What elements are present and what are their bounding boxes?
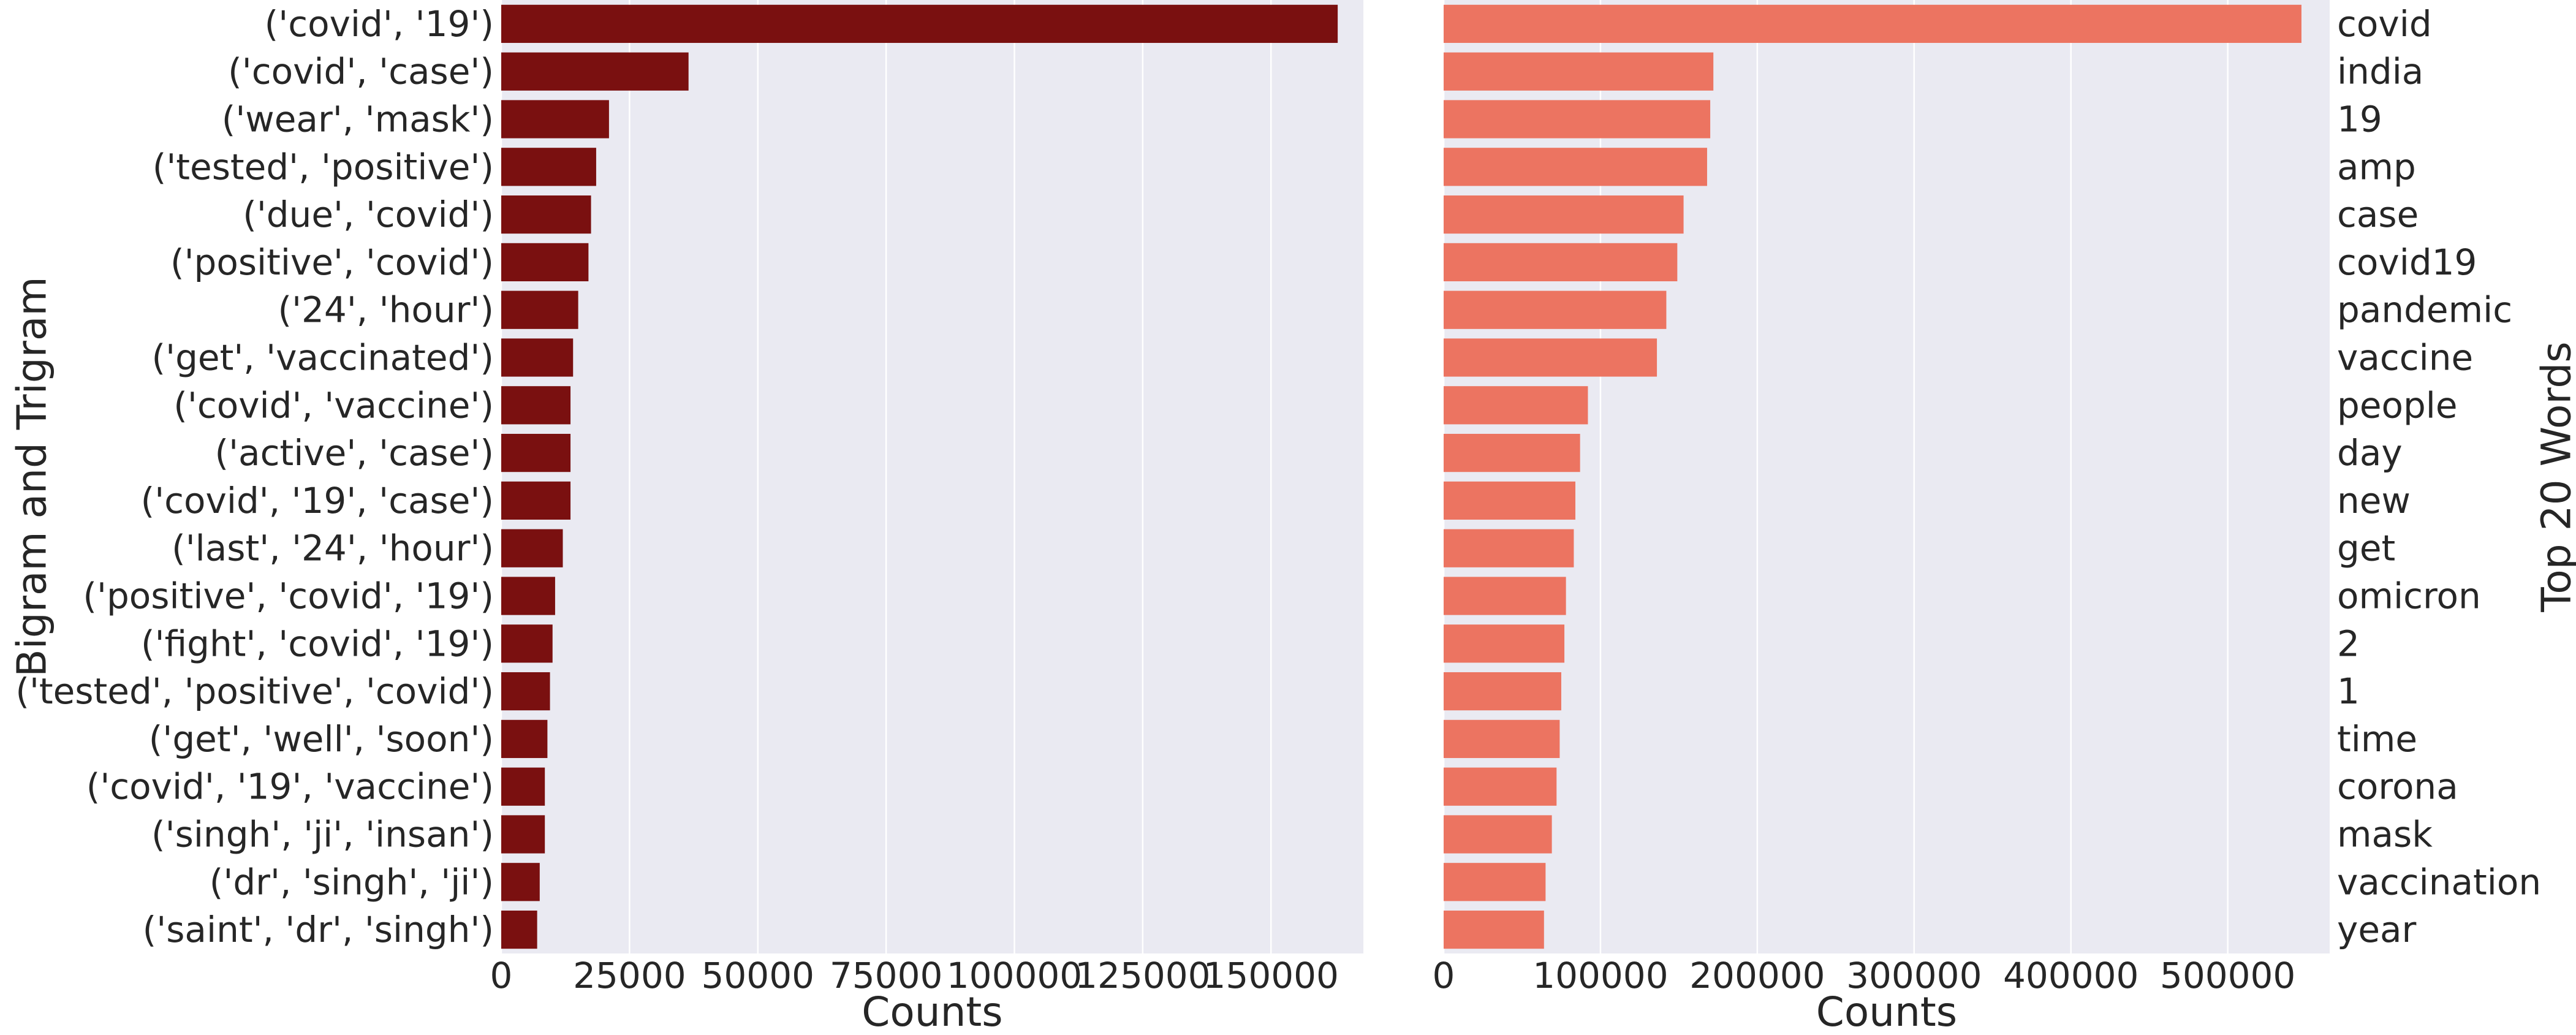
chart2-bar-10 — [1444, 434, 1580, 472]
chart1-bar-12 — [501, 529, 563, 567]
chart1-category-label-8: ('get', 'vaccinated') — [152, 337, 494, 379]
chart1-bar-4 — [501, 148, 596, 186]
chart2-category-label-8: vaccine — [2337, 337, 2473, 379]
chart2-x-tick-label-5: 500000 — [2160, 955, 2295, 996]
chart2-category-label-20: year — [2337, 909, 2417, 950]
chart2-bar-15 — [1444, 672, 1561, 710]
chart2-category-label-19: vaccination — [2337, 861, 2541, 903]
chart1-category-label-12: ('last', '24', 'hour') — [172, 528, 494, 569]
chart1-category-label-19: ('dr', 'singh', 'ji') — [210, 861, 494, 903]
chart1-category-label-20: ('saint', 'dr', 'singh') — [143, 909, 494, 950]
chart2-category-label-16: time — [2337, 718, 2417, 760]
chart2-category-label-6: covid19 — [2337, 241, 2477, 283]
chart2-bar-13 — [1444, 577, 1566, 615]
chart2-y-axis-label: Top 20 Words — [2533, 341, 2576, 612]
chart2-category-label-18: mask — [2337, 814, 2433, 855]
chart1-category-label-18: ('singh', 'ji', 'insan') — [151, 814, 494, 855]
chart1-category-label-2: ('covid', 'case') — [228, 51, 494, 93]
chart1-category-label-13: ('positive', 'covid', '19') — [83, 575, 494, 617]
chart2-bar-12 — [1444, 529, 1574, 567]
chart2-bar-11 — [1444, 482, 1575, 520]
chart2-category-label-13: omicron — [2337, 575, 2481, 617]
chart2-x-tick-label-0: 0 — [1433, 955, 1455, 996]
chart1-bar-3 — [501, 100, 609, 138]
chart1-bar-9 — [501, 386, 570, 424]
chart2-category-label-15: 1 — [2337, 670, 2360, 712]
chart1-bar-13 — [501, 577, 555, 615]
chart2-bar-2 — [1444, 53, 1713, 91]
chart2-bar-1 — [1444, 5, 2301, 43]
chart1-bar-18 — [501, 815, 545, 853]
chart1-bar-17 — [501, 768, 545, 806]
chart1-category-label-9: ('covid', 'vaccine') — [173, 384, 494, 426]
chart2-category-label-10: day — [2337, 432, 2403, 474]
chart1-category-label-6: ('positive', 'covid') — [170, 241, 494, 283]
chart1-x-tick-label-6: 150000 — [1203, 955, 1339, 996]
chart1-category-label-14: ('fight', 'covid', '19') — [141, 623, 494, 664]
chart2-plot-area — [1444, 0, 2330, 953]
chart2-bar-4 — [1444, 148, 1707, 186]
chart1-category-label-16: ('get', 'well', 'soon') — [149, 718, 494, 760]
chart2-category-label-11: new — [2337, 480, 2411, 521]
chart1-bar-19 — [501, 863, 540, 901]
chart1-category-label-1: ('covid', '19') — [265, 3, 494, 45]
chart1-bar-11 — [501, 482, 570, 520]
chart2-category-label-3: 19 — [2337, 99, 2382, 140]
chart2-bar-17 — [1444, 768, 1556, 806]
chart2-bar-7 — [1444, 291, 1666, 329]
chart1-category-label-15: ('tested', 'positive', 'covid') — [15, 670, 494, 712]
chart2-category-label-7: pandemic — [2337, 289, 2512, 331]
chart2-bar-3 — [1444, 100, 1710, 138]
chart2-bar-18 — [1444, 815, 1552, 853]
chart1-category-label-10: ('active', 'case') — [214, 432, 494, 474]
chart1-bar-7 — [501, 291, 578, 329]
chart2-x-tick-label-2: 200000 — [1689, 955, 1825, 996]
chart1-bar-14 — [501, 624, 553, 662]
chart2-category-label-5: case — [2337, 194, 2419, 235]
chart1-bar-6 — [501, 243, 588, 281]
chart2-category-label-17: corona — [2337, 766, 2458, 808]
chart1-bar-20 — [501, 911, 537, 949]
chart2-bar-14 — [1444, 624, 1564, 662]
chart1-y-axis-label: Bigram and Trigram — [9, 276, 56, 677]
chart2-bar-16 — [1444, 720, 1559, 758]
chart1-bar-2 — [501, 53, 689, 91]
chart2-x-tick-label-1: 100000 — [1532, 955, 1668, 996]
chart2-category-label-4: amp — [2337, 146, 2416, 188]
chart1-bar-10 — [501, 434, 570, 472]
chart1-bar-5 — [501, 195, 591, 233]
chart1-bar-8 — [501, 338, 573, 376]
chart1-category-label-5: ('due', 'covid') — [243, 194, 494, 235]
chart2-bar-20 — [1444, 911, 1544, 949]
chart1-bar-15 — [501, 672, 550, 710]
chart1-x-axis-label: Counts — [862, 988, 1002, 1032]
chart2-bar-5 — [1444, 195, 1684, 233]
chart1-x-tick-label-0: 0 — [490, 955, 513, 996]
chart1-category-label-17: ('covid', '19', 'vaccine') — [86, 766, 494, 808]
chart2-bar-19 — [1444, 863, 1545, 901]
chart2-category-label-9: people — [2337, 384, 2458, 426]
chart1-category-label-7: ('24', 'hour') — [278, 289, 494, 331]
chart2-bar-6 — [1444, 243, 1677, 281]
chart2-x-axis-label: Counts — [1816, 988, 1957, 1032]
chart2-x-tick-label-4: 400000 — [2003, 955, 2138, 996]
chart1-x-tick-label-1: 25000 — [573, 955, 686, 996]
chart1-bar-16 — [501, 720, 547, 758]
chart2-category-label-12: get — [2337, 528, 2395, 569]
chart1-category-label-3: ('wear', 'mask') — [222, 99, 494, 140]
chart1-plot-area — [501, 0, 1363, 953]
chart1-x-tick-label-5: 125000 — [1075, 955, 1210, 996]
chart1-bar-1 — [501, 5, 1338, 43]
chart2-category-label-14: 2 — [2337, 623, 2360, 664]
chart2-bar-9 — [1444, 386, 1588, 424]
chart2-category-label-1: covid — [2337, 3, 2432, 45]
chart2-category-label-2: india — [2337, 51, 2423, 93]
chart1-category-label-4: ('tested', 'positive') — [153, 146, 494, 188]
chart1-category-label-11: ('covid', '19', 'case') — [141, 480, 494, 521]
chart2-bar-8 — [1444, 338, 1657, 376]
chart1-x-tick-label-2: 50000 — [701, 955, 814, 996]
